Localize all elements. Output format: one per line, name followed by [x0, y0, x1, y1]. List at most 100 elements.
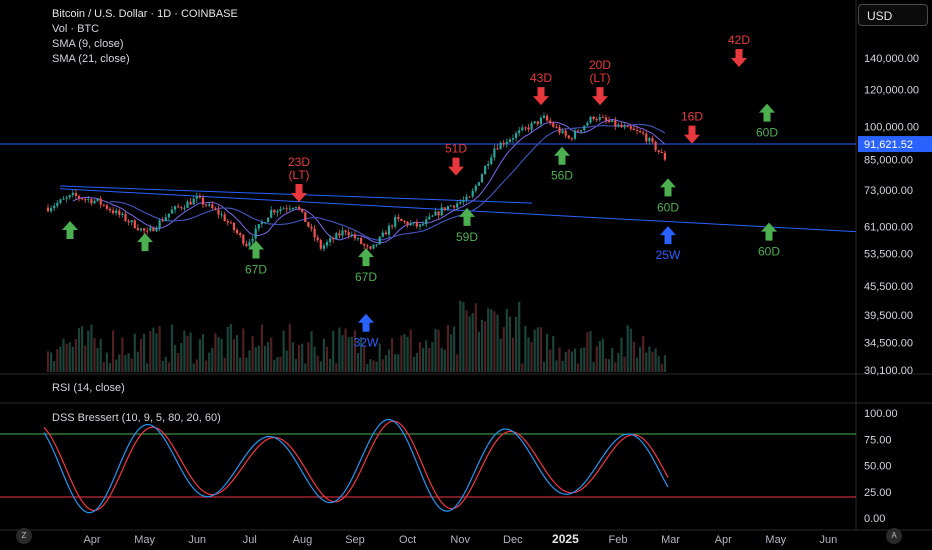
candle-body	[422, 224, 425, 226]
timezone-icon[interactable]: Z	[16, 528, 32, 544]
candle-body	[511, 138, 515, 140]
candle-body	[412, 222, 415, 224]
candle-body	[508, 139, 511, 142]
candle-body	[639, 131, 642, 133]
candle-body	[589, 116, 592, 123]
candle-body	[471, 190, 474, 197]
volume-bar	[387, 349, 391, 372]
candle-body	[152, 227, 155, 232]
candle-body	[130, 220, 133, 223]
candle-body	[87, 199, 90, 201]
sma21-indicator-label[interactable]: SMA (21, close)	[52, 53, 130, 65]
volume-bar	[201, 334, 205, 372]
arrow-shape	[448, 157, 464, 176]
candle-body	[558, 127, 561, 133]
volume-bar	[350, 336, 353, 372]
arrow-shape	[137, 233, 153, 252]
volume-bar	[570, 351, 573, 372]
volume-bar	[496, 314, 499, 372]
volume-bar	[59, 346, 62, 372]
volume-bar	[62, 338, 65, 372]
candle-body	[285, 208, 288, 210]
volume-bar	[180, 343, 183, 372]
candle-body	[335, 233, 338, 240]
volume-bar	[282, 330, 285, 372]
candle-body	[108, 208, 112, 211]
volume-bar	[279, 356, 282, 372]
symbol-title[interactable]: Bitcoin / U.S. Dollar · 1D · COINBASE	[52, 8, 238, 20]
candle-body	[418, 224, 422, 227]
candle-body	[515, 133, 518, 139]
candle-body	[307, 222, 310, 227]
candle-body	[601, 117, 604, 119]
volume-bar	[164, 356, 167, 372]
arrow-shape	[759, 103, 775, 122]
currency-button[interactable]: USD	[858, 4, 928, 26]
annotation-label: 43D	[530, 71, 552, 85]
time-axis[interactable]: Apr May Jun Jul Aug Sep Oct Nov Dec 2025 Feb Mar Apr…	[83, 532, 837, 546]
auto-scale-icon[interactable]: A	[886, 528, 902, 544]
price-axis[interactable]: 140,000.00 120,000.00 100,000.00 85,000.00 7…	[858, 53, 932, 377]
volume-bar	[446, 325, 449, 372]
volume-bar	[93, 338, 96, 372]
volume-bar	[124, 355, 127, 372]
candle-body	[518, 130, 521, 134]
volume-bar	[332, 330, 335, 372]
rsi-label[interactable]: RSI (14, close)	[52, 382, 125, 394]
candle-body	[251, 238, 254, 242]
candle-body	[273, 209, 276, 213]
volume-bar	[533, 329, 536, 372]
price-tick-label: 39,500.00	[864, 310, 913, 322]
dss-tick-label: 0.00	[864, 513, 885, 525]
volume-bar	[291, 342, 294, 372]
candle-body	[434, 211, 437, 216]
up-arrow-icon: 67D	[355, 248, 377, 284]
candle-body	[239, 233, 242, 235]
volume-bar	[298, 344, 301, 372]
volume-bar	[189, 332, 192, 372]
volume-bar	[629, 328, 632, 372]
candle-body	[353, 234, 356, 239]
candle-body	[657, 150, 660, 153]
volume-bar	[552, 336, 555, 372]
volume-bar	[620, 337, 623, 372]
volume-bar	[440, 347, 443, 372]
annotation-label: (LT)	[288, 168, 309, 182]
annotation-label: 67D	[355, 270, 377, 284]
volume-bar	[310, 331, 313, 372]
candle-body	[614, 120, 617, 127]
sma9-indicator-label[interactable]: SMA (9, close)	[52, 38, 124, 50]
volume-bar	[608, 359, 611, 372]
candle-body	[62, 198, 65, 200]
candle-body	[496, 148, 499, 150]
volume-bar	[220, 338, 223, 372]
volume-bar	[229, 324, 232, 372]
time-tick-label: 2025	[552, 532, 579, 546]
volume-bar	[443, 349, 446, 372]
candle-body	[415, 222, 418, 227]
time-tick-label: Dec	[503, 534, 523, 546]
last-price-label: 91,621.52	[864, 139, 913, 151]
candle-body	[223, 214, 226, 222]
volume-bar	[319, 361, 322, 372]
volume-indicator-label[interactable]: Vol · BTC	[52, 23, 100, 35]
candle-body	[459, 201, 462, 204]
volume-bar	[626, 325, 629, 372]
candle-body	[298, 206, 301, 209]
volume-bar	[267, 341, 270, 372]
volume-bar	[121, 337, 124, 372]
candle-body	[288, 208, 291, 210]
volume-bars	[46, 300, 666, 372]
time-tick-label: May	[765, 534, 786, 546]
candle-body	[542, 115, 546, 118]
time-tick-label: Jul	[243, 534, 257, 546]
candle-body	[177, 206, 180, 208]
annotation-label: 60D	[657, 200, 679, 214]
candle-body	[170, 209, 174, 214]
volume-bar	[192, 363, 195, 372]
volume-bar	[245, 357, 248, 372]
volume-bar	[158, 325, 161, 372]
dss-label[interactable]: DSS Bressert (10, 9, 5, 80, 20, 60)	[52, 412, 221, 424]
volume-bar	[217, 336, 220, 372]
